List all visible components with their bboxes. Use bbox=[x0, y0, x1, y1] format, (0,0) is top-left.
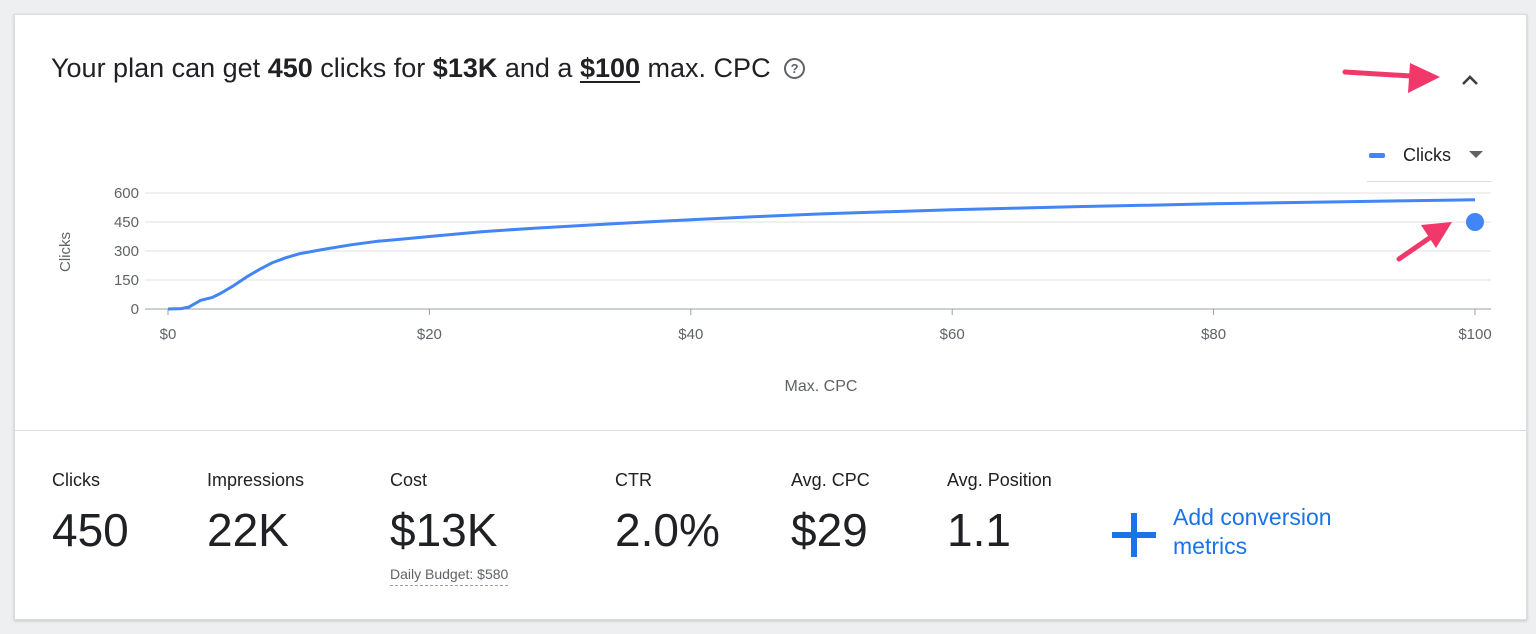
series-color-swatch bbox=[1369, 153, 1385, 158]
stat-value: 2.0% bbox=[615, 504, 720, 556]
caret-down-icon bbox=[1469, 151, 1483, 158]
forecast-card: Your plan can get 450 clicks for $13K an… bbox=[14, 14, 1527, 620]
section-divider bbox=[15, 430, 1526, 431]
x-tick-label: $20 bbox=[417, 326, 442, 343]
clicks-series-line bbox=[167, 198, 1476, 311]
metric-dropdown[interactable]: Clicks bbox=[1367, 143, 1491, 182]
x-tick-label: $0 bbox=[160, 326, 177, 343]
y-axis-label: Clicks bbox=[57, 232, 74, 272]
daily-budget-link[interactable]: Daily Budget: $580 bbox=[390, 566, 509, 586]
stat-cost: Cost $13K bbox=[390, 470, 497, 557]
stat-value: $29 bbox=[791, 504, 868, 556]
plan-point-marker[interactable] bbox=[1466, 213, 1484, 231]
y-tick-label: 0 bbox=[131, 301, 139, 318]
x-axis-label: Max. CPC bbox=[785, 378, 858, 395]
headline-cost: $13K bbox=[432, 53, 498, 83]
chevron-up-icon bbox=[1462, 75, 1478, 85]
plan-headline: Your plan can get 450 clicks for $13K an… bbox=[51, 53, 806, 84]
stat-label: Clicks bbox=[52, 470, 100, 490]
x-tick-label: $100 bbox=[1458, 326, 1491, 343]
add-conversion-label: Add conversion metrics bbox=[1173, 504, 1332, 559]
stat-avg-cpc: Avg. CPC $29 bbox=[791, 470, 870, 557]
headline-text-2: clicks for bbox=[320, 53, 426, 83]
stat-label: CTR bbox=[615, 470, 652, 490]
collapse-button[interactable] bbox=[1455, 65, 1485, 95]
x-tick-label: $60 bbox=[940, 326, 965, 343]
stat-value: $13K bbox=[390, 504, 498, 556]
stat-label: Avg. Position bbox=[947, 470, 1052, 490]
x-tick-label: $80 bbox=[1201, 326, 1226, 343]
stat-value: 450 bbox=[52, 504, 129, 556]
y-tick-label: 450 bbox=[114, 214, 139, 231]
metric-dropdown-label: Clicks bbox=[1403, 145, 1451, 165]
headline-text-3: and a bbox=[504, 53, 573, 83]
plus-icon bbox=[1112, 513, 1156, 557]
stat-value: 22K bbox=[207, 504, 289, 556]
headline-clicks: 450 bbox=[267, 53, 313, 83]
x-tick-label: $40 bbox=[678, 326, 703, 343]
stat-label: Cost bbox=[390, 470, 428, 490]
stat-label: Impressions bbox=[207, 470, 305, 490]
stat-ctr: CTR 2.0% bbox=[615, 470, 720, 557]
stat-label: Avg. CPC bbox=[791, 470, 870, 490]
stat-impressions: Impressions 22K bbox=[207, 470, 304, 557]
help-circle-icon[interactable]: ? bbox=[784, 58, 806, 79]
max-cpc-link[interactable]: $100 bbox=[579, 53, 641, 83]
y-tick-label: 150 bbox=[114, 272, 139, 289]
stat-avg-position: Avg. Position 1.1 bbox=[947, 470, 1052, 557]
y-tick-label: 300 bbox=[114, 243, 139, 260]
headline-text-4: max. CPC bbox=[647, 53, 771, 83]
y-tick-label: 600 bbox=[114, 185, 139, 202]
stat-value: 1.1 bbox=[947, 504, 1011, 556]
headline-text-1: Your plan can get bbox=[51, 53, 261, 83]
stat-clicks: Clicks 450 bbox=[52, 470, 129, 557]
